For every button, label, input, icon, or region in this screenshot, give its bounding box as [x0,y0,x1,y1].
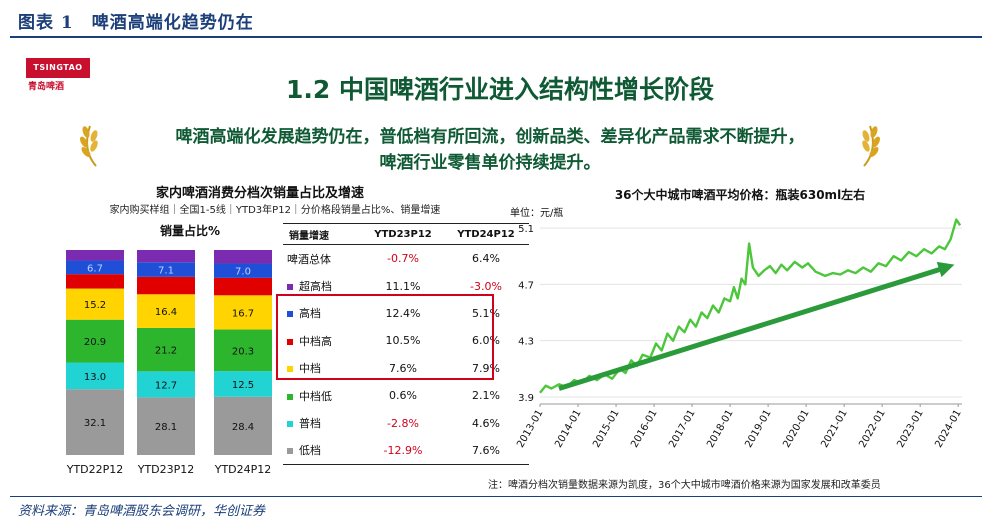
growth-value-cell: 12.4% [385,306,421,320]
y-tick-label: 5.1 [518,224,534,235]
x-tick-label: 2018-01 [705,408,735,450]
segment-name: 中档低 [299,389,332,403]
growth-table-row: 普档 -2.8% 4.6% [283,409,529,436]
segment-name-cell: 普档 [283,409,363,436]
y-tick-label: 3.9 [518,393,534,404]
growth-table: 销量增速 YTD23P12 YTD24P12 啤酒总体 -0.7% 6.4% 超高档 1… [283,223,529,465]
wheat-left-icon [80,125,98,167]
x-tick-label: 2017-01 [667,408,697,450]
highlight-line-1: 啤酒高端化发展趋势仍在，普低档有所回流，创新品类、差异化产品需求不断提升， [175,127,805,147]
segment-swatch [287,284,293,291]
line-chart-title: 36个大中城市啤酒平均价格：瓶装630ml左右 [614,188,866,202]
growth-table-row: 超高档 11.1% -3.0% [283,272,529,299]
segment-name-cell: 高档 [283,300,363,327]
x-tick-label: 2019-01 [743,408,773,450]
segment-name-cell: 中档低 [283,382,363,409]
segment-name: 高档 [299,307,321,321]
growth-value-cell: 11.1% [385,279,421,293]
segment-swatch [287,393,293,400]
wheat-right-icon [862,125,880,167]
growth-table-header: 销量增速 YTD23P12 YTD24P12 [283,223,529,245]
segment-name: 低档 [299,444,321,458]
segment-name-cell: 低档 [283,437,363,465]
price-line [539,218,962,394]
slide-title: 1.2 中国啤酒行业进入结构性增长阶段 [286,75,714,104]
bar-chart-ylabel: 销量占比% [159,224,221,238]
highlight-red-box [276,294,494,380]
header-cell: YTD24P12 [443,223,529,245]
x-tick-label: 2023-01 [895,408,925,450]
x-tick-label: 2016-01 [629,408,659,450]
logo-brand: TSINGTAO [26,58,90,78]
growth-table-row: 低档 -12.9% 7.6% [283,437,529,465]
segment-name: 超高档 [299,280,332,294]
x-tick-label: 2024-01 [933,408,963,450]
growth-value-cell: -0.7% [387,252,419,266]
growth-value-cell: 10.5% [385,334,421,348]
growth-value-cell: -2.8% [387,416,419,430]
segment-name: 啤酒总体 [287,252,331,266]
y-tick-label: 4.3 [518,337,534,348]
x-tick-label: 2022-01 [857,408,887,450]
trend-arrow-head [936,261,955,278]
growth-value-cell: 0.6% [389,389,417,403]
x-tick-label: 2013-01 [515,408,545,450]
segment-name-cell: 中档 [283,355,363,382]
y-tick-label: 4.7 [518,280,534,291]
segment-swatch [287,448,293,455]
segment-name: 中档 [299,362,321,376]
segment-swatch [287,421,293,428]
segment-name-cell: 啤酒总体 [283,245,363,273]
growth-table-row: 啤酒总体 -0.7% 6.4% [283,245,529,273]
x-tick-label: 2015-01 [591,408,621,450]
segment-swatch [287,311,293,318]
growth-value-cell: 2.1% [472,389,500,403]
header-cell: YTD23P12 [363,223,443,245]
line-chart-unit: 单位：元/瓶 [510,208,564,219]
logo-brand-cn: 青岛啤酒 [28,82,65,92]
figure-title-rule [10,36,982,38]
segment-swatch [287,338,293,345]
growth-value-cell: 6.4% [472,252,500,266]
segment-name: 普档 [299,417,321,431]
growth-value-cell: 7.6% [389,361,417,375]
segment-name-cell: 中档高 [283,327,363,354]
trend-arrow-shaft [558,266,944,391]
growth-value-cell: 7.6% [472,443,500,457]
segment-name: 中档高 [299,334,332,348]
x-tick-label: 2014-01 [553,408,583,450]
x-tick-label: 2020-01 [781,408,811,450]
highlight-line-2: 啤酒行业零售单价持续提升。 [379,153,601,173]
growth-table-row: 中档低 0.6% 2.1% [283,382,529,409]
figure-header: 图表 1 啤酒高端化趋势仍在 [0,0,992,36]
segment-swatch [287,366,293,373]
tsingtao-logo: TSINGTAO 青岛啤酒 [26,58,90,94]
growth-value-cell: 4.6% [472,416,500,430]
x-tick-label: 2021-01 [819,408,849,450]
growth-value-cell: -12.9% [383,443,423,457]
source-rule [10,496,982,497]
bar-chart-subtitle: 家内购买样组｜全国1-5线｜YTD3年P12｜分价格段销量占比%、销量增速 [109,205,441,216]
slide-highlight: 啤酒高端化发展趋势仍在，普低档有所回流，创新品类、差异化产品需求不断提升， 啤酒… [100,124,880,176]
header-cell: 销量增速 [283,223,363,245]
bar-chart-title: 家内啤酒消费分档次销量占比及增速 [155,186,364,201]
growth-value-cell: -3.0% [470,279,502,293]
figure-source: 资料来源：青岛啤酒股东会调研，华创证券 [18,504,266,519]
slide-note: 注：啤酒分档次销量数据来源为凯度，36个大中城市啤酒价格来源为国家发展和改革委员 [488,480,881,491]
figure-title: 图表 1 啤酒高端化趋势仍在 [18,13,254,33]
segment-name-cell: 超高档 [283,272,363,299]
